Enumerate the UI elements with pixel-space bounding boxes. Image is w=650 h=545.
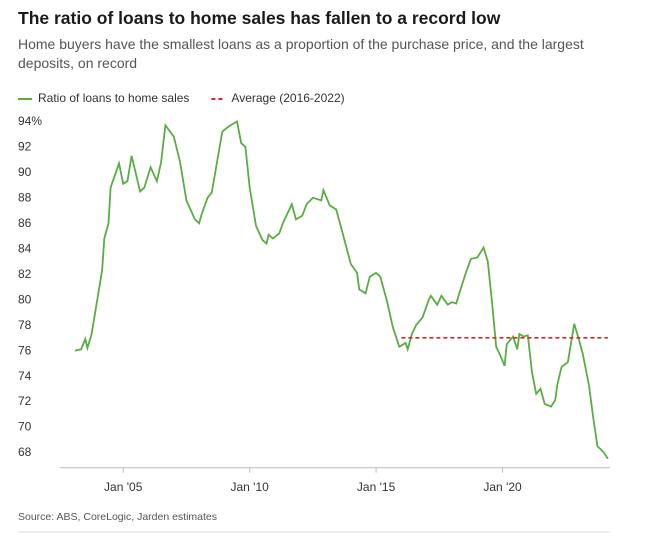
- header: The ratio of loans to home sales has fal…: [18, 8, 643, 73]
- chart-title: The ratio of loans to home sales has fal…: [18, 8, 501, 28]
- y-tick-label: 84: [18, 241, 32, 255]
- y-tick-label: 78: [18, 318, 32, 332]
- y-tick-label: 82: [18, 267, 32, 281]
- y-tick-label: 88: [18, 191, 32, 205]
- data-line: [74, 119, 609, 460]
- x-tick-label: Jan '20: [483, 480, 522, 494]
- x-tick-label: Jan '10: [230, 480, 269, 494]
- chart-subtitle: Home buyers have the smallest loans as a…: [18, 36, 584, 71]
- y-tick-label: 74: [18, 369, 32, 383]
- legend-label: Ratio of loans to home sales: [38, 91, 189, 105]
- y-tick-label: 72: [18, 394, 32, 408]
- y-tick-label: 90: [18, 165, 32, 179]
- y-tick-label: 92: [18, 140, 32, 154]
- y-tick-label: 94%: [18, 114, 42, 128]
- x-tick-label: Jan '15: [357, 480, 396, 494]
- y-tick-label: 76: [18, 343, 32, 357]
- legend-label: Average (2016-2022): [231, 91, 344, 105]
- y-tick-label: 70: [18, 420, 32, 434]
- y-tick-label: 68: [18, 445, 32, 459]
- y-tick-label: 86: [18, 216, 32, 230]
- x-tick-label: Jan '05: [104, 480, 143, 494]
- y-tick-label: 80: [18, 292, 32, 306]
- source: Source: ABS, CoreLogic, Jarden estimates: [18, 511, 217, 523]
